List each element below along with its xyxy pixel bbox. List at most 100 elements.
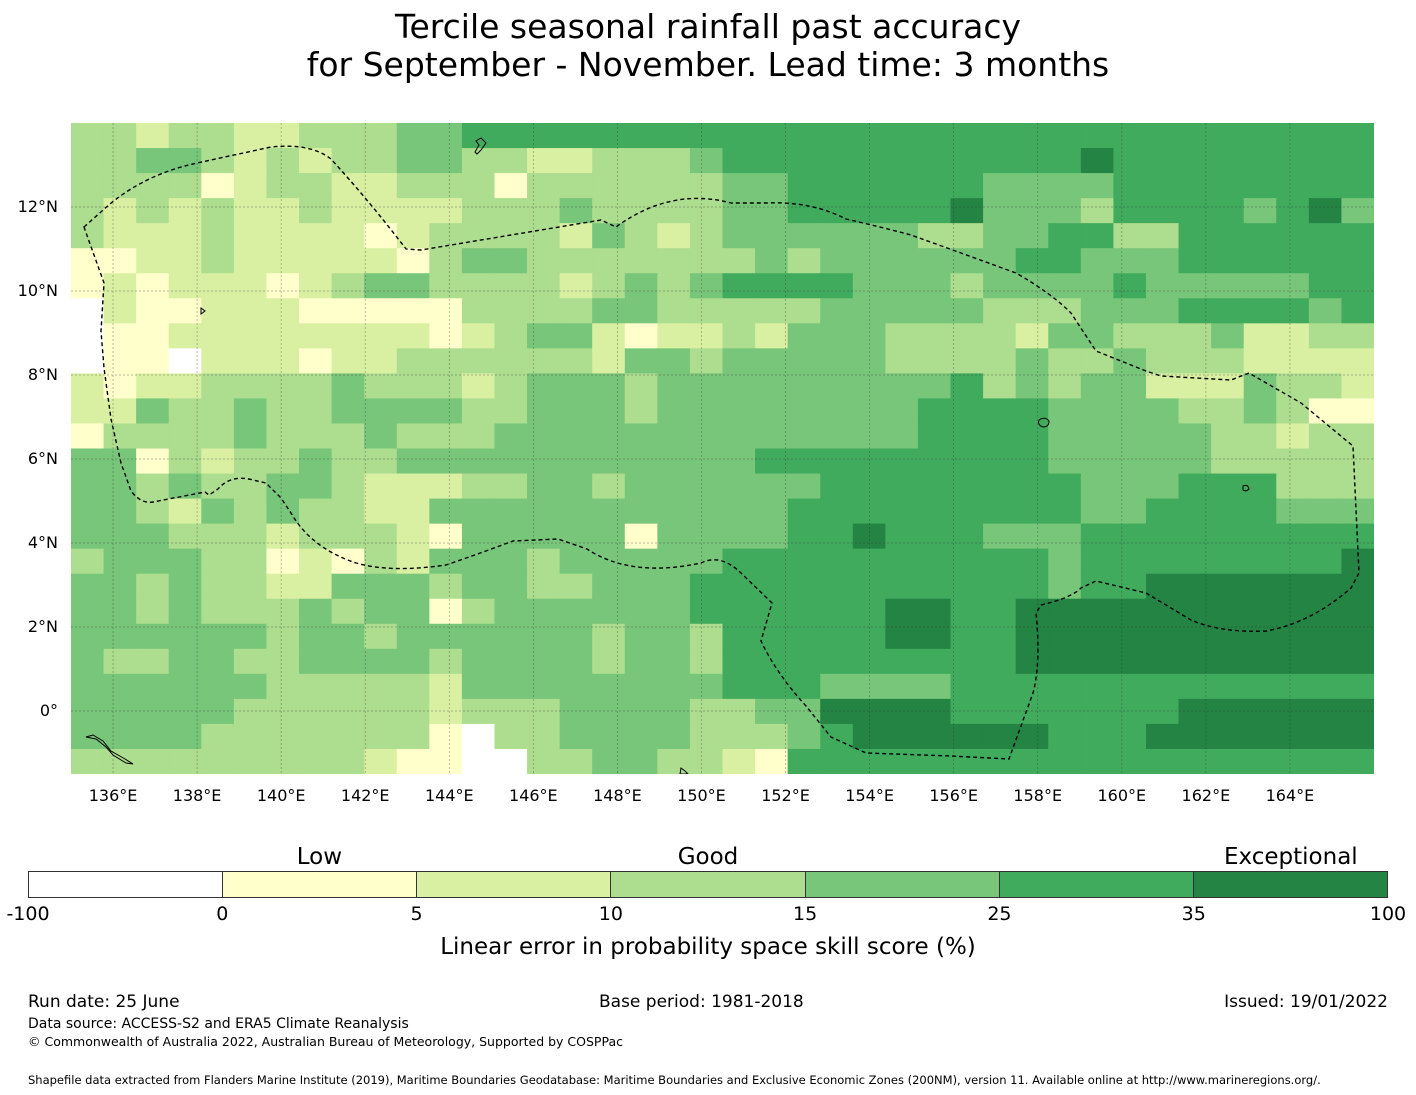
grid-cell xyxy=(1211,473,1245,500)
colorbar-tick-label: 35 xyxy=(1181,903,1206,925)
grid-cell xyxy=(1048,223,1082,249)
grid-cell xyxy=(299,123,333,149)
grid-cell xyxy=(136,248,170,274)
grid-cell xyxy=(1276,248,1310,274)
grid-cell xyxy=(1276,498,1310,525)
grid-cell xyxy=(266,198,300,224)
grid-cell xyxy=(331,673,365,700)
grid-cell xyxy=(1276,398,1310,425)
longitude-label: 152°E xyxy=(761,786,810,805)
grid-cell xyxy=(364,323,398,349)
longitude-label: 146°E xyxy=(509,786,558,805)
longitude-label: 158°E xyxy=(1013,786,1063,805)
grid-cell xyxy=(559,423,593,450)
grid-cell xyxy=(559,298,593,324)
grid-cell xyxy=(983,498,1017,525)
grid-cell xyxy=(1211,373,1245,400)
grid-cell xyxy=(103,323,137,349)
grid-cell xyxy=(592,273,626,299)
grid-cell xyxy=(820,298,854,324)
grid-cell xyxy=(1243,423,1277,450)
grid-cell xyxy=(689,123,724,149)
grid-cell xyxy=(71,473,105,500)
grid-cell xyxy=(559,348,593,374)
grid-cell xyxy=(136,523,170,550)
grid-cell xyxy=(1145,398,1180,425)
grid-cell xyxy=(950,423,984,450)
land-outlines xyxy=(85,137,1250,774)
grid-cell xyxy=(1341,548,1374,575)
grid-cell xyxy=(983,373,1017,400)
grid-cell xyxy=(1341,723,1374,750)
grid-cell xyxy=(201,523,235,550)
grid-cell xyxy=(364,423,398,450)
grid-cell xyxy=(787,448,821,475)
grid-cell xyxy=(1308,398,1343,425)
grid-cell xyxy=(331,123,365,149)
grid-cell xyxy=(1341,248,1374,274)
grid-cell xyxy=(429,648,463,675)
grid-cell xyxy=(755,173,789,199)
grid-cell xyxy=(885,523,919,550)
grid-cell xyxy=(299,348,333,374)
grid-cell xyxy=(820,373,854,400)
grid-cell xyxy=(396,273,430,299)
grid-cell xyxy=(950,698,984,725)
grid-cell xyxy=(1341,598,1374,625)
grid-cell xyxy=(103,698,137,725)
grid-cell xyxy=(429,623,463,650)
grid-cell xyxy=(168,548,202,575)
grid-cell xyxy=(233,323,268,349)
grid-cell xyxy=(136,298,170,324)
grid-cell xyxy=(787,273,821,299)
grid-cell xyxy=(1080,298,1115,324)
grid-cell xyxy=(1308,523,1343,550)
grid-cell xyxy=(1145,373,1180,400)
grid-cell xyxy=(722,523,756,550)
grid-cell xyxy=(233,498,268,525)
grid-cell xyxy=(429,348,463,374)
grid-cell xyxy=(331,273,365,299)
grid-cell xyxy=(885,673,919,700)
grid-cell xyxy=(494,298,528,324)
grid-cell xyxy=(1015,498,1049,525)
grid-cell xyxy=(722,373,756,400)
grid-cell xyxy=(1145,173,1180,199)
base-period: Base period: 1981-2018 xyxy=(599,992,804,1012)
grid-cell xyxy=(266,423,300,450)
grid-cell xyxy=(852,323,886,349)
grid-cell xyxy=(71,698,105,725)
grid-cell xyxy=(885,148,919,174)
grid-cell xyxy=(917,148,952,174)
grid-cell xyxy=(266,723,300,750)
grid-cell xyxy=(1015,748,1049,774)
grid-cell xyxy=(364,723,398,750)
grid-cell xyxy=(1276,298,1310,324)
grid-cell xyxy=(852,548,886,575)
grid-cell xyxy=(364,673,398,700)
grid-cell xyxy=(1080,748,1115,774)
grid-cell xyxy=(917,298,952,324)
grid-cell xyxy=(1341,123,1374,149)
grid-cell xyxy=(592,348,626,374)
grid-cell xyxy=(396,473,430,500)
grid-cell xyxy=(1080,473,1115,500)
grid-cell xyxy=(429,323,463,349)
grid-cell xyxy=(364,123,398,149)
grid-cell xyxy=(917,623,952,650)
grid-cell xyxy=(820,573,854,600)
grid-cell xyxy=(1211,273,1245,299)
grid-cell xyxy=(1341,348,1374,374)
grid-cell xyxy=(820,173,854,199)
grid-cell xyxy=(396,148,430,174)
grid-cell xyxy=(820,348,854,374)
grid-cell xyxy=(461,173,496,199)
grid-cell xyxy=(396,423,430,450)
grid-cell xyxy=(950,648,984,675)
colorbar-category-label: Good xyxy=(677,844,739,870)
grid-cell xyxy=(299,223,333,249)
grid-cell xyxy=(396,748,430,774)
grid-cell xyxy=(885,498,919,525)
grid-cell xyxy=(1080,373,1115,400)
grid-cell xyxy=(233,198,268,224)
